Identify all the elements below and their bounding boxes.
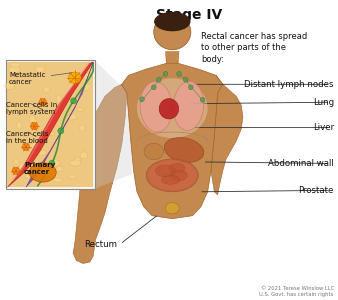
Ellipse shape: [49, 160, 55, 166]
Ellipse shape: [161, 176, 180, 184]
Ellipse shape: [184, 77, 188, 82]
Ellipse shape: [22, 143, 30, 151]
Ellipse shape: [155, 165, 176, 177]
Ellipse shape: [151, 85, 156, 90]
Ellipse shape: [48, 160, 60, 167]
Ellipse shape: [188, 85, 193, 90]
Text: Stage IV: Stage IV: [156, 8, 222, 22]
Ellipse shape: [170, 164, 185, 172]
Text: Abdominal wall: Abdominal wall: [268, 159, 334, 168]
Ellipse shape: [163, 71, 168, 76]
Ellipse shape: [171, 170, 188, 181]
Ellipse shape: [80, 152, 88, 159]
Ellipse shape: [58, 128, 64, 134]
Text: Cancer cells
in the blood: Cancer cells in the blood: [6, 130, 49, 144]
Ellipse shape: [19, 163, 25, 170]
Text: Distant lymph nodes: Distant lymph nodes: [244, 80, 334, 89]
Ellipse shape: [50, 131, 55, 136]
Ellipse shape: [30, 143, 40, 149]
Ellipse shape: [156, 77, 161, 82]
Ellipse shape: [24, 174, 31, 178]
Text: Liver: Liver: [313, 123, 334, 132]
Ellipse shape: [146, 159, 198, 192]
Text: Lung: Lung: [313, 98, 334, 107]
Polygon shape: [166, 52, 179, 63]
Ellipse shape: [177, 71, 182, 76]
Text: Rectal cancer has spread
to other parts of the
body:: Rectal cancer has spread to other parts …: [201, 32, 307, 64]
Ellipse shape: [69, 175, 76, 179]
Ellipse shape: [165, 202, 179, 214]
Ellipse shape: [8, 105, 15, 111]
Polygon shape: [7, 62, 93, 187]
Ellipse shape: [9, 66, 20, 73]
Bar: [6, 60, 95, 189]
Ellipse shape: [71, 98, 76, 104]
Ellipse shape: [137, 78, 208, 138]
Text: Primary
cancer: Primary cancer: [24, 162, 55, 175]
Ellipse shape: [29, 116, 35, 123]
Ellipse shape: [27, 102, 34, 108]
Polygon shape: [95, 60, 132, 189]
Ellipse shape: [164, 138, 204, 162]
Ellipse shape: [140, 81, 172, 132]
Ellipse shape: [53, 178, 63, 182]
Text: © 2021 Terese Winslow LLC
U.S. Govt. has certain rights: © 2021 Terese Winslow LLC U.S. Govt. has…: [259, 286, 334, 297]
Ellipse shape: [30, 119, 38, 124]
Polygon shape: [73, 84, 127, 263]
Ellipse shape: [5, 82, 15, 89]
Ellipse shape: [67, 114, 77, 120]
Ellipse shape: [70, 160, 81, 166]
Bar: [7, 62, 93, 187]
Ellipse shape: [31, 122, 38, 130]
Ellipse shape: [44, 87, 50, 93]
Ellipse shape: [159, 99, 179, 119]
Ellipse shape: [39, 99, 46, 106]
Ellipse shape: [10, 63, 20, 67]
Ellipse shape: [17, 122, 22, 129]
Ellipse shape: [56, 166, 63, 171]
Text: Metastatic
cancer: Metastatic cancer: [9, 72, 72, 86]
Ellipse shape: [35, 66, 45, 73]
Ellipse shape: [56, 95, 61, 103]
Ellipse shape: [29, 163, 56, 182]
Polygon shape: [26, 62, 93, 187]
Ellipse shape: [82, 72, 91, 80]
Polygon shape: [211, 75, 243, 195]
Ellipse shape: [68, 72, 81, 83]
Ellipse shape: [77, 108, 84, 112]
Ellipse shape: [14, 159, 19, 164]
Ellipse shape: [81, 83, 90, 91]
Ellipse shape: [154, 12, 190, 31]
Ellipse shape: [140, 97, 144, 102]
Ellipse shape: [12, 167, 20, 175]
Ellipse shape: [200, 98, 205, 102]
Text: Rectum: Rectum: [84, 240, 117, 249]
Ellipse shape: [79, 124, 85, 131]
Ellipse shape: [173, 81, 203, 130]
Ellipse shape: [29, 171, 39, 177]
Text: Cancer cells in
lymph system: Cancer cells in lymph system: [6, 102, 58, 115]
Ellipse shape: [144, 143, 164, 160]
Polygon shape: [122, 63, 223, 219]
Ellipse shape: [36, 150, 46, 155]
Ellipse shape: [154, 14, 191, 50]
Text: Prostate: Prostate: [298, 186, 334, 195]
Ellipse shape: [75, 158, 81, 162]
